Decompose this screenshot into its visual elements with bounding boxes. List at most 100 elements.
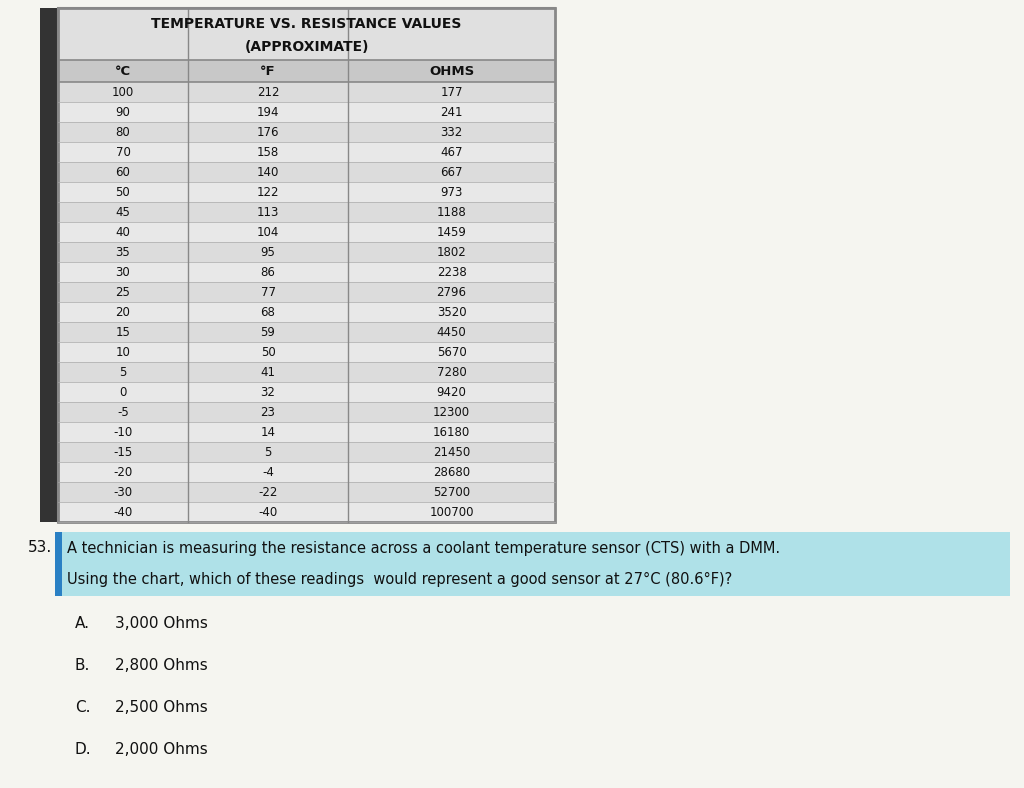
- Text: 3520: 3520: [436, 306, 466, 318]
- Text: 21450: 21450: [433, 445, 470, 459]
- Bar: [58, 8, 555, 522]
- Text: 0: 0: [120, 385, 127, 399]
- Bar: [58, 502, 555, 522]
- Text: °C: °C: [115, 65, 131, 77]
- Text: 90: 90: [116, 106, 130, 118]
- Text: 35: 35: [116, 246, 130, 258]
- Text: 2796: 2796: [436, 285, 467, 299]
- Bar: [58, 302, 555, 322]
- Text: 10: 10: [116, 345, 130, 359]
- Text: 667: 667: [440, 165, 463, 179]
- Bar: [58, 102, 555, 122]
- Bar: [58, 462, 555, 482]
- Bar: [58, 82, 555, 102]
- Text: 52700: 52700: [433, 485, 470, 499]
- Bar: [58, 202, 555, 222]
- Text: 176: 176: [257, 125, 280, 139]
- Text: 28680: 28680: [433, 466, 470, 478]
- Text: 9420: 9420: [436, 385, 467, 399]
- Text: 53.: 53.: [28, 540, 52, 555]
- Text: 5: 5: [264, 445, 271, 459]
- Text: 12300: 12300: [433, 406, 470, 418]
- Text: 2,800 Ohms: 2,800 Ohms: [115, 658, 208, 673]
- Text: -4: -4: [262, 466, 274, 478]
- Text: 25: 25: [116, 285, 130, 299]
- Text: 194: 194: [257, 106, 280, 118]
- Text: -15: -15: [114, 445, 133, 459]
- Text: -10: -10: [114, 426, 133, 438]
- Text: 40: 40: [116, 225, 130, 239]
- Text: Using the chart, which of these readings  would represent a good sensor at 27°C : Using the chart, which of these readings…: [67, 571, 732, 586]
- Text: 158: 158: [257, 146, 280, 158]
- Text: 973: 973: [440, 185, 463, 199]
- Text: 14: 14: [260, 426, 275, 438]
- Text: 20: 20: [116, 306, 130, 318]
- Bar: [58, 282, 555, 302]
- Bar: [40, 8, 58, 522]
- Text: 23: 23: [260, 406, 275, 418]
- Text: 1188: 1188: [436, 206, 466, 218]
- Text: A.: A.: [75, 616, 90, 631]
- Text: 100: 100: [112, 86, 134, 98]
- Bar: [58, 262, 555, 282]
- Text: B.: B.: [75, 658, 90, 673]
- Text: 5: 5: [120, 366, 127, 378]
- Bar: [55, 532, 62, 596]
- Text: 68: 68: [260, 306, 275, 318]
- Text: 70: 70: [116, 146, 130, 158]
- Text: °F: °F: [260, 65, 275, 77]
- Text: 32: 32: [260, 385, 275, 399]
- Text: 50: 50: [261, 345, 275, 359]
- Text: 59: 59: [260, 325, 275, 339]
- Text: -5: -5: [117, 406, 129, 418]
- Bar: [58, 60, 555, 82]
- Text: 1802: 1802: [436, 246, 466, 258]
- Bar: [58, 422, 555, 442]
- Text: -22: -22: [258, 485, 278, 499]
- Bar: [58, 322, 555, 342]
- Bar: [58, 242, 555, 262]
- Text: -20: -20: [114, 466, 133, 478]
- Text: -40: -40: [114, 505, 133, 519]
- Text: 3,000 Ohms: 3,000 Ohms: [115, 616, 208, 631]
- Text: 140: 140: [257, 165, 280, 179]
- Bar: [58, 8, 555, 522]
- Text: 5670: 5670: [436, 345, 466, 359]
- Text: 86: 86: [260, 266, 275, 278]
- Text: 332: 332: [440, 125, 463, 139]
- Bar: [58, 362, 555, 382]
- Text: 4450: 4450: [436, 325, 466, 339]
- Text: 241: 241: [440, 106, 463, 118]
- Text: 15: 15: [116, 325, 130, 339]
- Bar: [58, 222, 555, 242]
- Bar: [58, 442, 555, 462]
- Bar: [58, 182, 555, 202]
- Text: 2238: 2238: [436, 266, 466, 278]
- Bar: [58, 8, 555, 60]
- Text: 41: 41: [260, 366, 275, 378]
- Text: TEMPERATURE VS. RESISTANCE VALUES: TEMPERATURE VS. RESISTANCE VALUES: [152, 17, 462, 31]
- Text: 30: 30: [116, 266, 130, 278]
- Bar: [58, 482, 555, 502]
- Text: C.: C.: [75, 700, 90, 715]
- Bar: [58, 402, 555, 422]
- Text: D.: D.: [75, 742, 91, 757]
- Text: 50: 50: [116, 185, 130, 199]
- Text: 95: 95: [260, 246, 275, 258]
- Text: OHMS: OHMS: [429, 65, 474, 77]
- Text: 7280: 7280: [436, 366, 466, 378]
- Text: 2,000 Ohms: 2,000 Ohms: [115, 742, 208, 757]
- Text: -30: -30: [114, 485, 132, 499]
- Text: 60: 60: [116, 165, 130, 179]
- Bar: [58, 342, 555, 362]
- Text: 122: 122: [257, 185, 280, 199]
- Text: 104: 104: [257, 225, 280, 239]
- Text: 2,500 Ohms: 2,500 Ohms: [115, 700, 208, 715]
- Text: (APPROXIMATE): (APPROXIMATE): [245, 40, 369, 54]
- Text: 77: 77: [260, 285, 275, 299]
- Text: 80: 80: [116, 125, 130, 139]
- Bar: [58, 162, 555, 182]
- Text: 467: 467: [440, 146, 463, 158]
- Text: 177: 177: [440, 86, 463, 98]
- Text: 45: 45: [116, 206, 130, 218]
